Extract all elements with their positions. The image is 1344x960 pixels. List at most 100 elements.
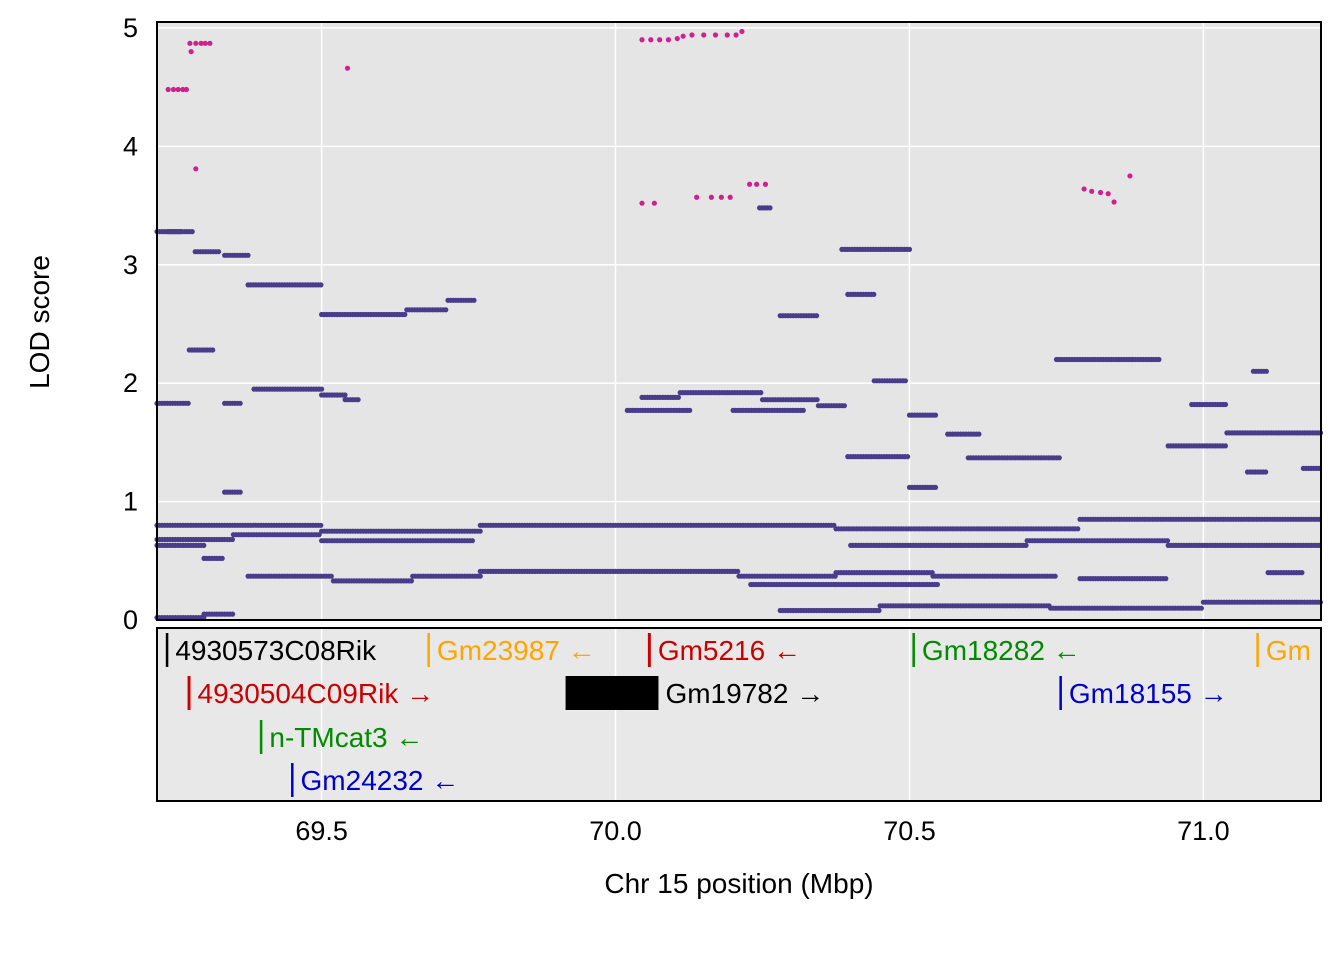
lod-point-significant bbox=[739, 28, 745, 35]
gene-label: Gm19782 → bbox=[665, 678, 824, 709]
lod-point bbox=[408, 578, 414, 584]
lod-point-significant bbox=[170, 86, 177, 93]
x-tick-label: 71.0 bbox=[1177, 816, 1230, 846]
lod-point-significant bbox=[680, 33, 686, 39]
lod-point bbox=[800, 407, 806, 413]
lod-point bbox=[477, 573, 483, 579]
lod-point-significant bbox=[689, 32, 695, 38]
lod-point-significant bbox=[651, 200, 657, 206]
gene-marker bbox=[259, 720, 263, 754]
lod-points bbox=[154, 28, 1324, 621]
lod-point bbox=[216, 249, 222, 255]
lod-point bbox=[675, 394, 682, 400]
gene-label: Gm18155 → bbox=[1069, 678, 1228, 709]
lod-point-significant bbox=[724, 32, 730, 38]
lod-point bbox=[932, 412, 939, 418]
gene-track: 4930573C08Rik Gm23987 ← Gm5216 ← Gm18282 ← G… bbox=[165, 633, 1311, 797]
lod-point-significant bbox=[183, 86, 189, 93]
lod-point bbox=[814, 397, 820, 403]
lod-point bbox=[814, 313, 820, 319]
y-axis-label: LOD score bbox=[24, 255, 55, 389]
lod-point-significant bbox=[762, 181, 769, 187]
lod-point-significant bbox=[712, 32, 719, 38]
gene-marker bbox=[1059, 676, 1062, 710]
lod-point-significant bbox=[1127, 173, 1133, 179]
lod-point bbox=[1075, 526, 1081, 532]
lod-point bbox=[469, 538, 475, 544]
lod-point bbox=[905, 454, 911, 460]
gene-label: Gm23987 ← bbox=[437, 635, 596, 666]
lod-point-significant bbox=[657, 37, 663, 43]
lod-point bbox=[1222, 401, 1229, 408]
lod-point bbox=[342, 392, 348, 398]
lod-point bbox=[1156, 356, 1162, 363]
gene-label: 4930573C08Rik bbox=[175, 635, 377, 666]
lod-point bbox=[735, 568, 741, 575]
lod-point bbox=[355, 397, 361, 403]
lod-point-significant bbox=[701, 32, 707, 38]
gene-label: 4930504C09Rik → bbox=[198, 678, 435, 709]
lod-point-significant bbox=[733, 32, 739, 38]
lod-point bbox=[758, 390, 764, 396]
lod-point bbox=[1222, 443, 1228, 449]
lod-point-significant bbox=[639, 37, 645, 43]
gene-marker bbox=[187, 676, 191, 710]
lod-point-significant bbox=[694, 194, 700, 200]
gene-label: Gm18282 ← bbox=[922, 635, 1081, 666]
lod-point-significant bbox=[344, 65, 351, 71]
lod-point bbox=[237, 489, 243, 495]
lod-point bbox=[1023, 542, 1029, 549]
lod-point-significant bbox=[198, 40, 204, 46]
lod-point-significant bbox=[193, 40, 199, 46]
lod-point bbox=[229, 536, 235, 543]
lod-point-significant bbox=[665, 37, 672, 43]
lod-point-significant bbox=[708, 194, 714, 200]
lod-point bbox=[767, 205, 773, 211]
lod-point bbox=[976, 431, 982, 437]
lod-point bbox=[210, 347, 216, 353]
gene-marker bbox=[565, 676, 659, 710]
x-axis: 69.5 70.0 70.5 71.0 bbox=[295, 816, 1229, 846]
lod-point-significant bbox=[1081, 186, 1087, 192]
lod-point bbox=[871, 291, 877, 297]
gene-marker bbox=[912, 633, 915, 667]
lod-point bbox=[687, 407, 693, 413]
lod-point bbox=[319, 386, 325, 392]
y-tick-label: 4 bbox=[123, 131, 138, 161]
lod-point bbox=[316, 532, 322, 538]
lod-point-significant bbox=[1105, 191, 1111, 197]
gene-marker bbox=[1256, 633, 1259, 667]
lod-point-significant bbox=[193, 166, 199, 172]
gene-marker bbox=[291, 763, 294, 797]
gene-panel-border bbox=[156, 627, 1322, 802]
y-axis: 0 1 2 3 4 5 bbox=[123, 13, 138, 635]
lod-point bbox=[230, 611, 236, 617]
lod-point-significant bbox=[202, 40, 208, 46]
lod-point bbox=[876, 607, 882, 614]
y-tick-label: 2 bbox=[123, 368, 138, 398]
lod-point bbox=[443, 307, 449, 313]
lod-point bbox=[1052, 573, 1058, 579]
lod-point bbox=[1164, 538, 1171, 544]
lod-point-significant bbox=[187, 40, 193, 46]
lod-point-significant bbox=[1089, 188, 1095, 194]
y-tick-label: 1 bbox=[123, 487, 138, 517]
gene-marker bbox=[165, 633, 169, 667]
gene-marker bbox=[427, 633, 430, 667]
lod-point-significant bbox=[207, 40, 213, 46]
lod-point bbox=[402, 311, 408, 318]
gene-label: Gm bbox=[1266, 635, 1311, 666]
lod-point bbox=[1299, 570, 1305, 576]
lod-point bbox=[906, 246, 913, 252]
lod-point bbox=[902, 378, 909, 384]
y-tick-label: 3 bbox=[123, 250, 138, 280]
lod-point-significant bbox=[1097, 189, 1104, 196]
lod-point-significant bbox=[674, 35, 680, 42]
lod-point bbox=[1056, 455, 1062, 461]
gene-label: Gm24232 ← bbox=[301, 765, 460, 796]
lod-point bbox=[1198, 605, 1204, 611]
lod-point-significant bbox=[754, 181, 760, 187]
lod-point bbox=[201, 542, 207, 549]
lod-point bbox=[1263, 469, 1269, 475]
